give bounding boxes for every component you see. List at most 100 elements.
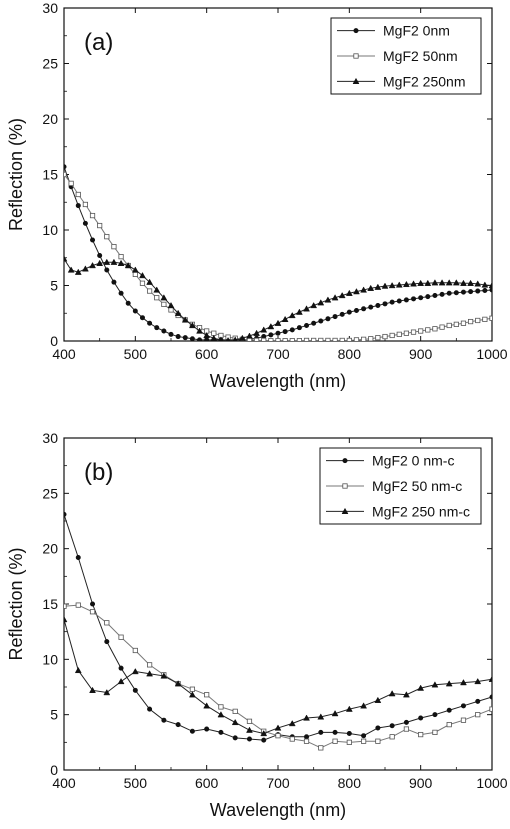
data-point <box>460 679 467 686</box>
y-tick-label: 25 <box>42 485 58 501</box>
series-line <box>64 514 492 741</box>
data-point <box>139 271 146 279</box>
data-point <box>189 728 195 734</box>
data-point <box>418 715 424 721</box>
data-point <box>204 726 210 732</box>
x-tick-label: 1000 <box>476 346 507 362</box>
data-point <box>296 325 302 331</box>
data-point <box>146 288 153 294</box>
data-point <box>203 702 211 709</box>
data-point <box>388 690 396 697</box>
data-point <box>268 332 274 338</box>
data-point <box>403 719 409 725</box>
legend-entry: MgF2 50nm <box>337 48 458 64</box>
data-point <box>64 603 67 609</box>
data-point <box>74 268 82 275</box>
legend-label: MgF2 250 nm-c <box>372 503 470 519</box>
data-point <box>253 329 261 336</box>
data-point <box>231 718 239 726</box>
data-point <box>261 337 267 341</box>
data-point <box>246 726 253 733</box>
series-line <box>64 166 492 341</box>
data-point <box>232 708 238 714</box>
data-point <box>111 244 117 250</box>
data-point <box>318 729 324 735</box>
data-point <box>446 290 452 296</box>
data-point <box>104 620 110 626</box>
y-tick-label: 25 <box>42 56 58 72</box>
x-tick-label: 1000 <box>476 775 507 791</box>
data-point <box>317 299 325 306</box>
data-point <box>482 287 488 293</box>
data-point <box>467 318 474 325</box>
data-point <box>425 294 431 300</box>
data-point <box>303 714 310 721</box>
data-point <box>89 686 96 693</box>
data-point <box>75 203 81 209</box>
data-point <box>160 294 168 301</box>
data-point <box>67 266 75 273</box>
data-point <box>410 329 417 335</box>
legend-marker <box>342 458 348 464</box>
data-point <box>474 677 482 685</box>
chart-panel-b: 400 500 600 700 800 900 1000 0 5 10 15 20 25 30 Wavele… <box>6 430 508 820</box>
data-point <box>475 698 481 704</box>
data-point <box>375 302 381 308</box>
data-point <box>474 280 482 287</box>
data-point <box>175 334 181 340</box>
y-tick-label: 0 <box>50 762 58 778</box>
y-tick-label: 20 <box>42 111 58 127</box>
data-point <box>274 319 282 326</box>
data-point <box>82 220 88 226</box>
data-point <box>353 337 360 341</box>
series-3 <box>64 255 492 341</box>
y-tick-label: 10 <box>42 651 58 667</box>
data-point <box>452 279 460 286</box>
legend-label: MgF2 0 nm-c <box>372 453 454 469</box>
legend-marker <box>353 53 359 59</box>
data-point <box>475 288 481 294</box>
data-point <box>325 337 331 341</box>
data-point <box>439 324 445 330</box>
data-point <box>346 309 352 315</box>
data-point <box>146 670 154 677</box>
data-point <box>368 304 374 310</box>
data-point <box>167 301 175 309</box>
data-point <box>289 736 295 742</box>
data-point <box>360 336 367 341</box>
data-point <box>374 283 382 290</box>
data-point <box>118 290 124 296</box>
data-point <box>418 328 424 334</box>
data-point <box>210 334 218 341</box>
data-point <box>402 280 410 288</box>
legend-label: MgF2 50nm <box>383 48 458 64</box>
data-point <box>260 729 268 737</box>
y-tick-label: 5 <box>50 707 58 723</box>
data-point <box>460 717 467 723</box>
x-tick-label: 600 <box>195 775 219 791</box>
data-point <box>289 338 295 341</box>
data-point <box>318 318 324 324</box>
data-point <box>310 301 318 309</box>
data-point <box>260 326 268 333</box>
data-point <box>304 322 310 328</box>
data-point <box>403 726 410 732</box>
y-tick-label: 0 <box>50 333 58 349</box>
data-point <box>289 327 295 333</box>
x-tick-label: 400 <box>52 346 76 362</box>
data-point <box>246 736 252 742</box>
data-point <box>445 279 453 286</box>
data-point <box>460 289 466 295</box>
legend-marker <box>342 483 348 489</box>
data-point <box>89 212 96 219</box>
legend-marker <box>353 28 359 34</box>
data-point <box>75 191 81 198</box>
data-point <box>410 280 417 287</box>
data-point <box>396 298 402 304</box>
data-point <box>345 705 353 712</box>
data-point <box>475 317 481 324</box>
data-point <box>288 720 296 727</box>
data-point <box>445 680 453 687</box>
y-axis-label: Reflection (%) <box>6 547 26 660</box>
